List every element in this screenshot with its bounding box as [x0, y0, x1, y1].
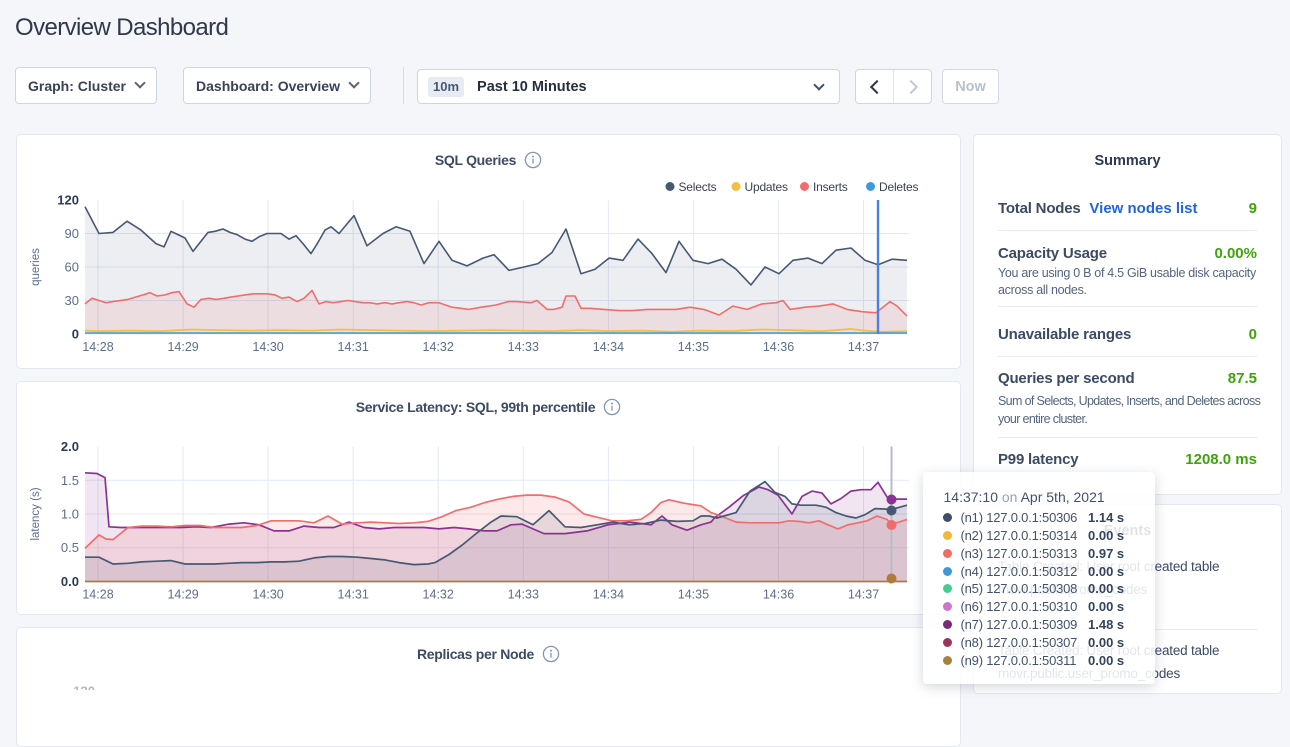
- svg-text:Inserts: Inserts: [813, 180, 848, 194]
- svg-text:1.0: 1.0: [61, 507, 79, 522]
- svg-text:Selects: Selects: [679, 180, 717, 194]
- svg-text:0.0: 0.0: [61, 574, 79, 589]
- svg-text:2.0: 2.0: [61, 439, 79, 454]
- svg-text:14:28: 14:28: [82, 340, 113, 354]
- svg-text:14:34: 14:34: [593, 340, 624, 354]
- svg-text:latency (s): latency (s): [30, 487, 42, 540]
- svg-text:14:31: 14:31: [338, 340, 369, 354]
- svg-text:14:32: 14:32: [423, 588, 454, 602]
- svg-text:30: 30: [65, 293, 79, 308]
- svg-text:90: 90: [65, 226, 79, 241]
- svg-text:14:35: 14:35: [678, 340, 709, 354]
- svg-text:14:35: 14:35: [678, 588, 709, 602]
- svg-text:14:37: 14:37: [848, 588, 879, 602]
- svg-text:14:32: 14:32: [423, 340, 454, 354]
- svg-text:14:33: 14:33: [508, 588, 539, 602]
- svg-text:0.5: 0.5: [61, 540, 79, 555]
- svg-text:14:29: 14:29: [167, 588, 198, 602]
- svg-text:120: 120: [73, 684, 95, 691]
- svg-text:14:29: 14:29: [167, 340, 198, 354]
- svg-text:Deletes: Deletes: [879, 180, 918, 194]
- svg-text:14:30: 14:30: [252, 588, 283, 602]
- svg-text:14:31: 14:31: [338, 588, 369, 602]
- svg-text:14:36: 14:36: [763, 340, 794, 354]
- svg-text:120: 120: [57, 192, 79, 207]
- svg-text:0: 0: [72, 326, 79, 341]
- svg-text:14:30: 14:30: [252, 340, 283, 354]
- svg-text:14:33: 14:33: [508, 340, 539, 354]
- svg-text:60: 60: [65, 259, 79, 274]
- svg-text:14:28: 14:28: [82, 588, 113, 602]
- svg-text:14:34: 14:34: [593, 588, 624, 602]
- svg-text:Updates: Updates: [745, 180, 788, 194]
- svg-text:14:36: 14:36: [763, 588, 794, 602]
- svg-text:1.5: 1.5: [61, 473, 79, 488]
- svg-text:queries: queries: [30, 247, 42, 285]
- svg-text:14:37: 14:37: [848, 340, 879, 354]
